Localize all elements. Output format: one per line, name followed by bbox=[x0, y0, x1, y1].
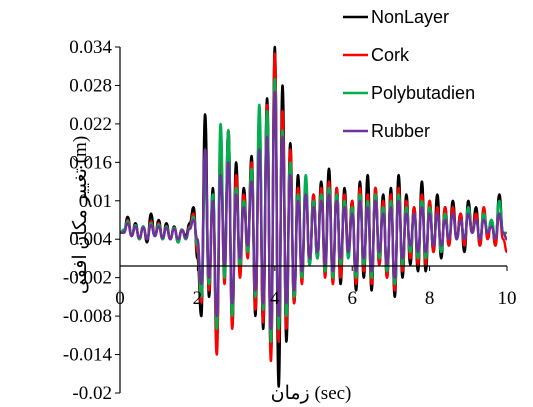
y-tick-label: 0.022 bbox=[69, 114, 112, 135]
series-layer bbox=[119, 45, 509, 388]
series-line-cork bbox=[120, 52, 509, 363]
y-tick-label: 0.01 bbox=[79, 191, 112, 212]
y-tick-label: 0.016 bbox=[69, 152, 112, 173]
x-tick-label: 2 bbox=[193, 288, 203, 309]
x-tick-label: 8 bbox=[425, 288, 435, 309]
legend-label: Rubber bbox=[371, 121, 430, 141]
series-line-rubber bbox=[120, 90, 508, 331]
y-tick-label: -0.002 bbox=[63, 268, 112, 289]
y-tick-label: 0.028 bbox=[69, 75, 112, 96]
y-tick-label: 0.034 bbox=[69, 37, 112, 58]
legend-label: Polybutadien bbox=[371, 83, 475, 103]
axes-layer bbox=[119, 47, 507, 393]
legend: NonLayer Cork Polybutadien Rubber bbox=[343, 7, 475, 141]
legend-label: NonLayer bbox=[371, 7, 449, 27]
x-ticks: 0 2 4 6 8 10 bbox=[115, 266, 517, 309]
y-ticks: -0.02 -0.014 -0.008 -0.002 0.004 0.01 0.016 0.0… bbox=[63, 37, 120, 404]
x-tick-label: 0 bbox=[115, 288, 125, 309]
legend-label: Cork bbox=[371, 45, 410, 65]
y-tick-label: 0.004 bbox=[69, 229, 112, 250]
y-tick-label: -0.02 bbox=[72, 383, 112, 404]
x-axis-title: زمان (sec) bbox=[271, 383, 352, 404]
x-tick-label: 10 bbox=[498, 288, 517, 309]
x-tick-label: 6 bbox=[347, 288, 357, 309]
x-tick-label: 4 bbox=[270, 288, 280, 309]
y-axis-title: تغییر مکان افقی (m) bbox=[70, 136, 91, 294]
y-tick-label: -0.014 bbox=[63, 345, 113, 366]
y-tick-label: -0.008 bbox=[63, 306, 112, 327]
